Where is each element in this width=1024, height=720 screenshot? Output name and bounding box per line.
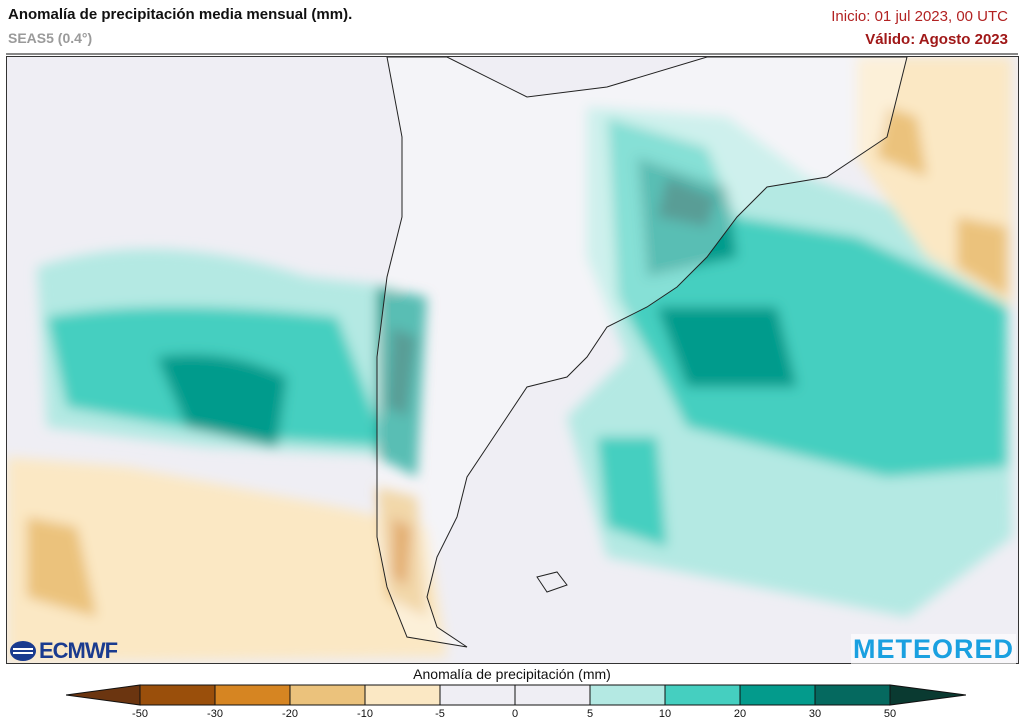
legend-swatch (139, 684, 216, 706)
legend-tick-label: 30 (808, 708, 822, 720)
valid-date: Válido: Agosto 2023 (865, 31, 1008, 48)
legend-swatch (514, 684, 591, 706)
color-legend-bar (66, 684, 966, 706)
header-divider (6, 53, 1018, 55)
legend-swatch (364, 684, 441, 706)
legend-swatch (289, 684, 366, 706)
legend-above-triangle (889, 684, 966, 706)
legend-swatch (214, 684, 291, 706)
map-title: Anomalía de precipitación media mensual … (8, 6, 353, 23)
legend-below-triangle (66, 684, 141, 706)
legend-tick-label: -50 (132, 708, 148, 720)
legend-swatch (439, 684, 516, 706)
ecmwf-logo: ECMWF (10, 638, 118, 664)
meteored-logo: METEORED (850, 634, 1016, 665)
legend-tick-label: 0 (511, 708, 519, 720)
legend-swatch (589, 684, 666, 706)
legend-tick-label: -20 (282, 708, 298, 720)
legend-tick-label: -5 (435, 708, 445, 720)
legend-tick-label: -30 (207, 708, 223, 720)
legend-swatch (664, 684, 741, 706)
legend-tick-label: 5 (586, 708, 594, 720)
south-america-coastline (376, 57, 908, 648)
legend-tick-label: 50 (883, 708, 897, 720)
model-label: SEAS5 (0.4°) (8, 30, 93, 46)
ecmwf-logo-icon (10, 641, 36, 661)
legend-tick-label: -10 (357, 708, 373, 720)
precipitation-anomaly-map[interactable] (6, 56, 1019, 664)
falkland-islands (536, 571, 568, 593)
ecmwf-logo-text: ECMWF (39, 638, 118, 663)
anomaly-fields (7, 57, 1012, 663)
init-date: Inicio: 01 jul 2023, 00 UTC (831, 8, 1008, 25)
legend-tick-label: 20 (733, 708, 747, 720)
legend-swatch (739, 684, 816, 706)
legend-tick-label: 10 (658, 708, 672, 720)
legend-title: Anomalía de precipitación (mm) (413, 666, 611, 682)
legend-swatch (814, 684, 891, 706)
